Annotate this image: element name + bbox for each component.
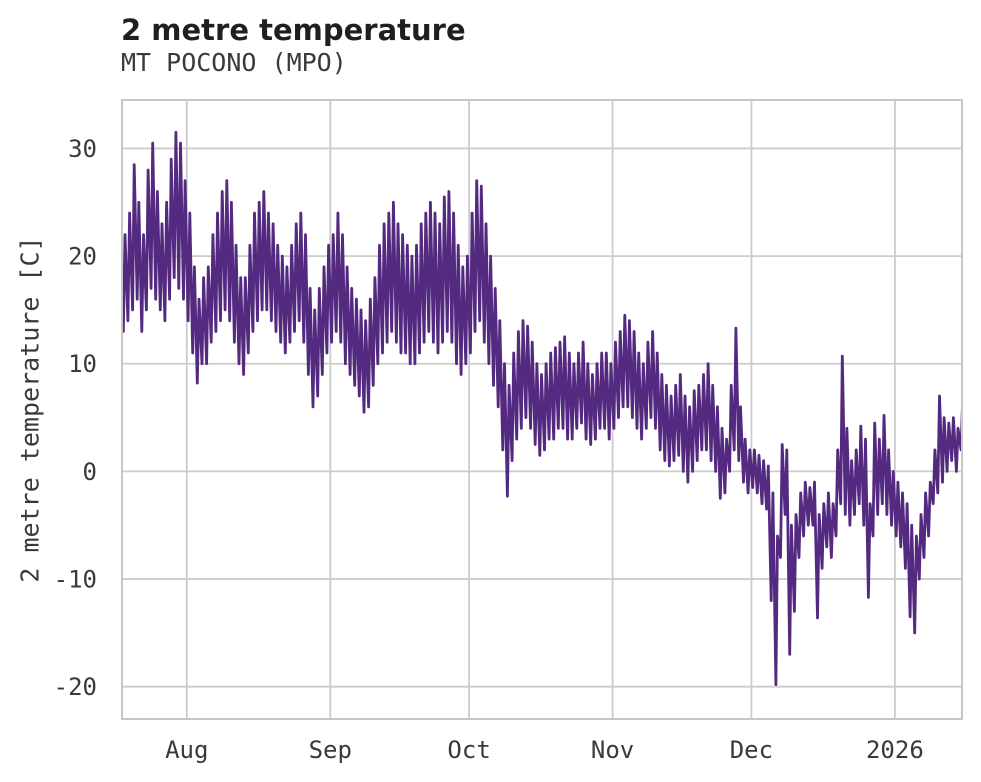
y-tick-label: -10 <box>54 566 97 594</box>
y-tick-label: -20 <box>54 673 97 701</box>
x-tick-label: Dec <box>730 736 773 764</box>
x-tick-label: Oct <box>447 736 490 764</box>
x-tick-label: Sep <box>309 736 352 764</box>
x-tick-label: 2026 <box>866 736 924 764</box>
x-tick-labels: Aug Sep Oct Nov Dec 2026 <box>165 736 924 764</box>
chart-subtitle: MT POCONO (MPO) <box>121 48 347 77</box>
y-tick-label: 30 <box>68 135 97 163</box>
x-tick-label: Nov <box>591 736 634 764</box>
plot-border <box>121 99 963 720</box>
gridlines <box>122 100 962 719</box>
y-tick-label: 0 <box>83 458 97 486</box>
y-tick-labels: 30 20 10 0 -10 -20 <box>54 135 97 701</box>
y-tick-label: 10 <box>68 350 97 378</box>
temperature-line <box>122 130 962 686</box>
y-tick-label: 20 <box>68 243 97 271</box>
chart-title: 2 metre temperature <box>121 13 466 47</box>
x-tick-label: Aug <box>165 736 208 764</box>
